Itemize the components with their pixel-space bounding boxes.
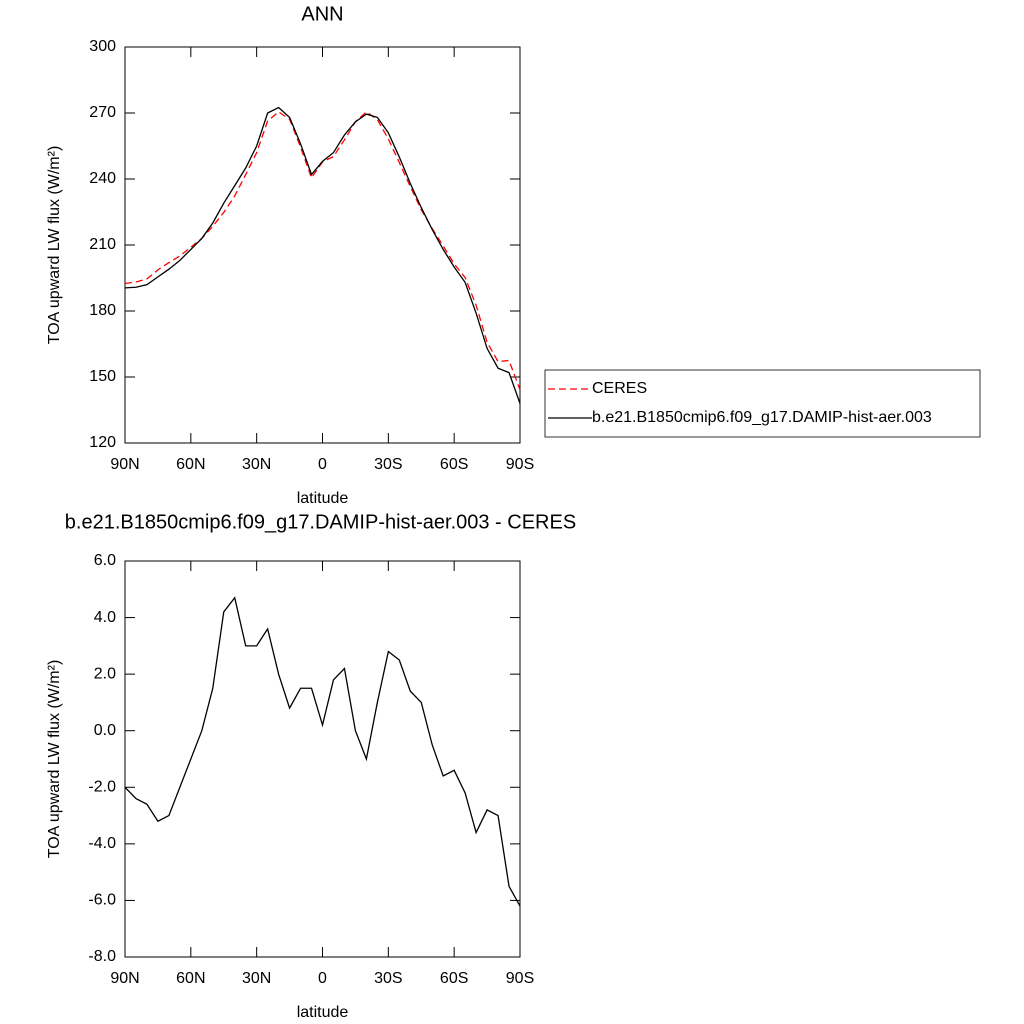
x-tick-label: 0 bbox=[318, 456, 327, 473]
legend-box bbox=[544, 369, 981, 438]
x-tick-label: 60S bbox=[440, 456, 468, 473]
x-tick-label: 90S bbox=[506, 456, 534, 473]
y-tick-label: -6.0 bbox=[88, 892, 116, 909]
y-tick-label: 300 bbox=[89, 38, 116, 55]
x-axis-label: latitude bbox=[297, 490, 349, 507]
x-tick-label: 60N bbox=[176, 456, 205, 473]
x-tick-label: 90N bbox=[110, 970, 139, 987]
y-tick-label: 150 bbox=[89, 368, 116, 385]
y-tick-label: 180 bbox=[89, 302, 116, 319]
y-axis-label: TOA upward LW flux (W/m²) bbox=[46, 146, 63, 345]
y-tick-label: 240 bbox=[89, 170, 116, 187]
y-tick-label: -2.0 bbox=[88, 779, 116, 796]
data-line bbox=[124, 111, 521, 390]
y-tick-label: -4.0 bbox=[88, 835, 116, 852]
y-tick-label: 4.0 bbox=[94, 609, 116, 626]
y-tick-label: 210 bbox=[89, 236, 116, 253]
y-tick-label: 6.0 bbox=[94, 552, 116, 569]
chart-title: b.e21.B1850cmip6.f09_g17.DAMIP-hist-aer.… bbox=[65, 511, 576, 533]
x-tick-label: 90N bbox=[110, 456, 139, 473]
data-line bbox=[124, 596, 521, 907]
plot-frame bbox=[124, 560, 521, 958]
chart-title: ANN bbox=[301, 3, 343, 25]
x-tick-label: 30S bbox=[374, 970, 402, 987]
x-axis-label: latitude bbox=[297, 1004, 349, 1021]
x-tick-label: 60N bbox=[176, 970, 205, 987]
y-tick-label: 270 bbox=[89, 104, 116, 121]
legend-label: CERES bbox=[592, 380, 647, 397]
x-tick-label: 90S bbox=[506, 970, 534, 987]
legend-label: b.e21.B1850cmip6.f09_g17.DAMIP-hist-aer.… bbox=[592, 409, 932, 426]
y-tick-label: 0.0 bbox=[94, 722, 116, 739]
x-tick-label: 0 bbox=[318, 970, 327, 987]
x-tick-label: 30S bbox=[374, 456, 402, 473]
x-tick-label: 60S bbox=[440, 970, 468, 987]
x-tick-label: 30N bbox=[242, 456, 271, 473]
y-axis-label: TOA upward LW flux (W/m²) bbox=[46, 660, 63, 859]
plot-frame bbox=[124, 46, 521, 444]
y-tick-label: -8.0 bbox=[88, 948, 116, 965]
data-line bbox=[124, 106, 521, 404]
y-tick-label: 120 bbox=[89, 434, 116, 451]
y-tick-label: 2.0 bbox=[94, 665, 116, 682]
x-tick-label: 30N bbox=[242, 970, 271, 987]
